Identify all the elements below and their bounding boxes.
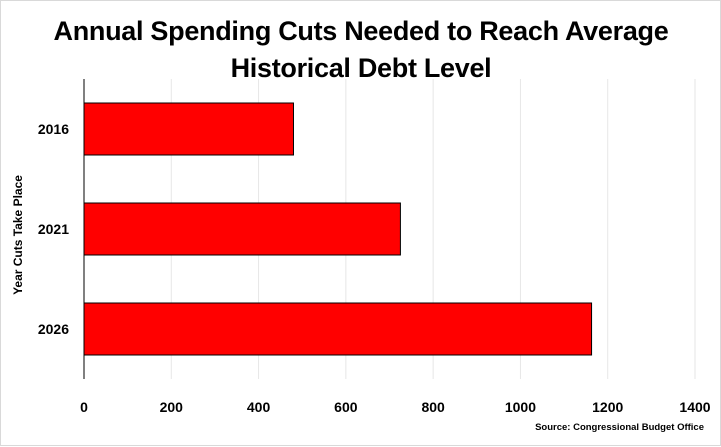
y-tick-label-2021: 2021 bbox=[38, 221, 69, 237]
x-tick-label: 0 bbox=[80, 399, 88, 415]
x-tick-label: 200 bbox=[160, 399, 184, 415]
bar-2026 bbox=[83, 302, 593, 356]
bar-2016 bbox=[83, 102, 294, 156]
bars bbox=[83, 102, 593, 356]
y-tick-label-2016: 2016 bbox=[38, 121, 69, 137]
x-tick-label: 1200 bbox=[592, 399, 623, 415]
y-axis-title: Year Cuts Take Place bbox=[11, 175, 25, 295]
x-tick-label: 1400 bbox=[679, 399, 710, 415]
y-tick-label-2026: 2026 bbox=[38, 321, 69, 337]
x-tick-label: 1000 bbox=[505, 399, 536, 415]
source-note: Source: Congressional Budget Office bbox=[535, 422, 704, 433]
bar-2021 bbox=[83, 202, 401, 256]
y-tick-labels: 2016 2021 2026 bbox=[38, 121, 69, 337]
x-tick-labels: 0 200 400 600 800 1000 1200 1400 bbox=[80, 399, 711, 415]
x-tick-label: 800 bbox=[421, 399, 445, 415]
x-tick-label: 400 bbox=[247, 399, 271, 415]
x-tick-label: 600 bbox=[334, 399, 358, 415]
chart-title: Annual Spending Cuts Needed to Reach Ave… bbox=[53, 16, 669, 83]
